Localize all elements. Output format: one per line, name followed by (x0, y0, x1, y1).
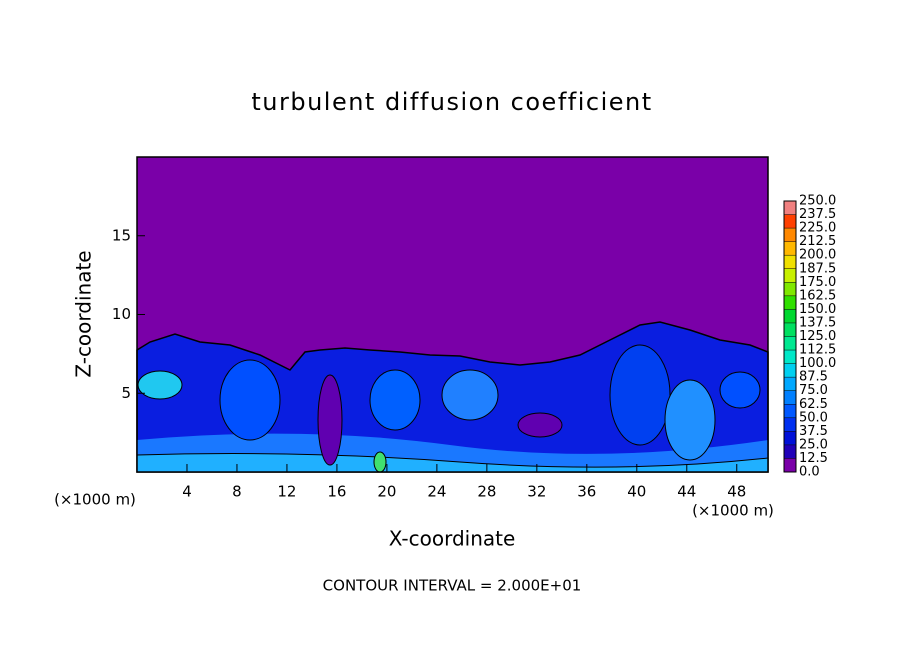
colorbar-label: 237.5 (799, 207, 836, 222)
colorbar-swatch (784, 404, 796, 418)
field-patch (373, 451, 387, 473)
y-tick-label: 10 (112, 305, 131, 323)
x-tick-label: 36 (577, 483, 596, 501)
colorbar-label: 12.5 (799, 451, 828, 466)
colorbar-swatch (784, 444, 796, 459)
y-axis-label: Z-coordinate (72, 250, 96, 377)
colorbar-label: 200.0 (799, 248, 836, 263)
field-region (136, 453, 769, 473)
colorbar-label: 0.0 (799, 465, 820, 480)
field-patch (441, 369, 499, 421)
field-patch (719, 371, 761, 409)
colorbar-label: 37.5 (799, 424, 828, 439)
colorbar-swatch (784, 309, 796, 323)
colorbar-label: 75.0 (799, 383, 828, 398)
colorbar-label: 187.5 (799, 261, 836, 276)
x-axis-label: X-coordinate (389, 527, 516, 551)
x-unit-label: (×1000 m) (692, 502, 774, 520)
colorbar-label: 250.0 (799, 194, 836, 209)
colorbar-label: 125.0 (799, 329, 836, 344)
colorbar-swatch (784, 228, 796, 242)
colorbar-label: 112.5 (799, 343, 836, 358)
colorbar-swatch (784, 431, 796, 445)
y-unit-label: (×1000 m) (54, 491, 136, 509)
colorbar-swatch (784, 201, 796, 215)
colorbar-swatch (784, 336, 796, 351)
x-tick-label: 4 (182, 483, 192, 501)
x-tick-label: 8 (232, 483, 242, 501)
colorbar-swatch (784, 295, 796, 310)
colorbar-label: 162.5 (799, 288, 836, 303)
x-tick-label: 16 (327, 483, 346, 501)
colorbar-swatch (784, 214, 796, 229)
field-patch (317, 374, 343, 466)
field-patch (219, 359, 281, 441)
colorbar-swatch (784, 255, 796, 269)
colorbar-label: 100.0 (799, 356, 836, 371)
x-tick-label: 20 (377, 483, 396, 501)
field-patch (609, 344, 671, 446)
colorbar-label: 225.0 (799, 221, 836, 236)
annotation: CONTOUR INTERVAL = 2.000E+01 (323, 577, 582, 595)
x-tick-label: 40 (627, 483, 646, 501)
colorbar-label: 50.0 (799, 410, 828, 425)
colorbar-swatch (784, 390, 796, 405)
colorbar-label: 175.0 (799, 275, 836, 290)
x-tick-label: 28 (477, 483, 496, 501)
colorbar-swatch (784, 377, 796, 391)
colorbar-swatch (784, 322, 796, 337)
colorbar-label: 137.5 (799, 315, 836, 330)
x-tick-label: 48 (727, 483, 746, 501)
y-tick-label: 5 (121, 384, 131, 402)
field-patch (137, 370, 183, 400)
x-tick-label: 24 (427, 483, 446, 501)
colorbar-label: 25.0 (799, 437, 828, 452)
colorbar-swatch (784, 282, 796, 296)
colorbar-swatch (784, 363, 796, 378)
colorbar-label: 150.0 (799, 302, 836, 317)
x-tick-label: 32 (527, 483, 546, 501)
colorbar-swatch (784, 417, 796, 432)
colorbar-label: 212.5 (799, 234, 836, 249)
field-patch (517, 412, 563, 438)
colorbar-swatch (784, 350, 796, 364)
colorbar-label: 87.5 (799, 370, 828, 385)
colorbar-swatch (784, 458, 796, 472)
colorbar-swatch (784, 268, 796, 283)
field-patch (664, 379, 716, 461)
y-tick-label: 15 (112, 226, 131, 244)
x-tick-label: 12 (277, 483, 296, 501)
field-patch (369, 369, 421, 431)
chart-title: turbulent diffusion coefficient (251, 88, 652, 116)
x-tick-label: 44 (677, 483, 696, 501)
colorbar-label: 62.5 (799, 397, 828, 412)
field (136, 157, 769, 473)
colorbar-swatch (784, 241, 796, 256)
